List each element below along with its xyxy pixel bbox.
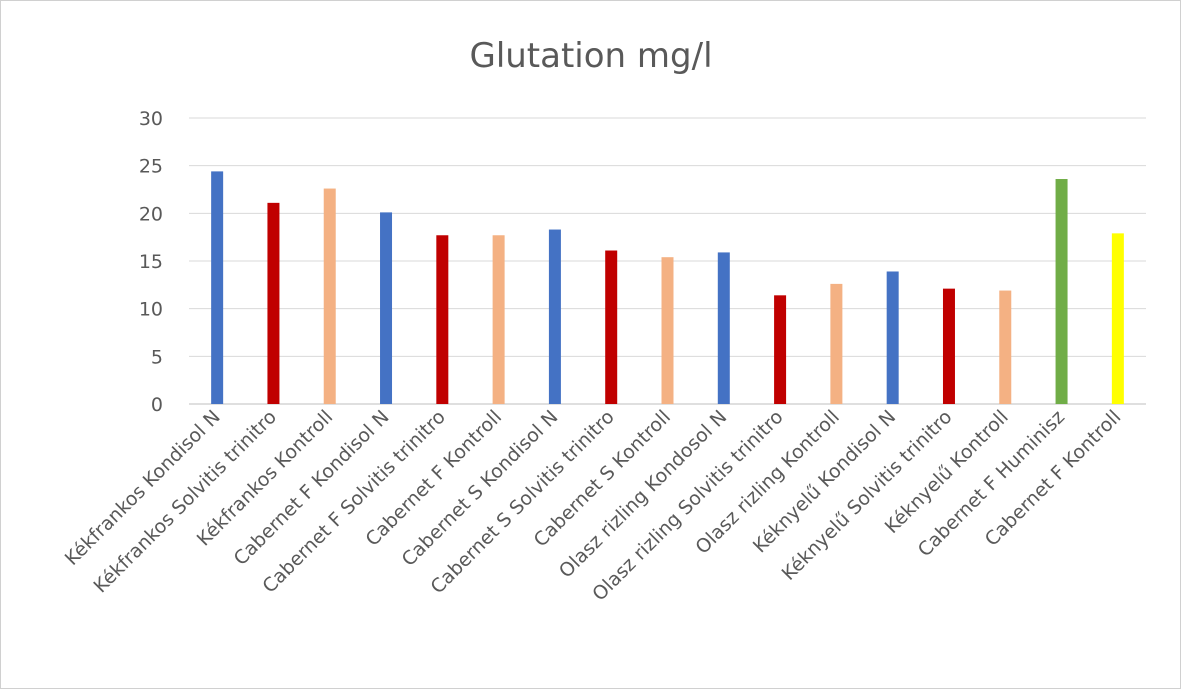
bar: [717, 252, 730, 404]
y-tick-label: 25: [139, 156, 163, 178]
bar: [605, 250, 618, 404]
bar: [267, 202, 280, 404]
bar: [548, 229, 561, 404]
y-tick-label: 0: [151, 394, 163, 416]
bar: [211, 171, 224, 404]
bar: [492, 235, 505, 404]
bars: [211, 171, 1124, 404]
y-tick-label: 5: [151, 346, 163, 368]
bar: [380, 212, 393, 404]
y-tick-label: 30: [139, 108, 163, 130]
y-axis-tick-labels: 0 5 10 15 20 25 30: [139, 108, 163, 416]
bar: [323, 188, 336, 404]
y-tick-label: 10: [139, 299, 163, 321]
bar: [830, 283, 843, 404]
bar: [661, 257, 674, 404]
y-tick-label: 15: [139, 251, 163, 273]
bar: [436, 235, 449, 404]
chart-title: Glutation mg/l: [469, 36, 712, 76]
bar: [942, 288, 955, 404]
bar: [774, 295, 787, 404]
y-tick-label: 20: [139, 203, 163, 225]
bar: [1055, 179, 1068, 404]
bar: [886, 271, 899, 404]
bar: [1111, 233, 1124, 404]
bar: [999, 290, 1012, 404]
